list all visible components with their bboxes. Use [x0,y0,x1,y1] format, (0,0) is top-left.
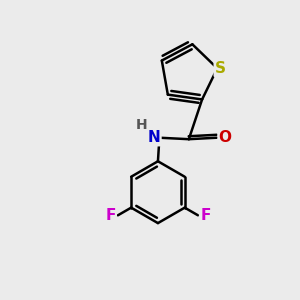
Text: H: H [135,118,147,132]
Text: F: F [105,208,116,223]
Text: F: F [200,208,211,223]
Text: O: O [219,130,232,145]
Text: S: S [215,61,226,76]
Text: N: N [148,130,160,145]
